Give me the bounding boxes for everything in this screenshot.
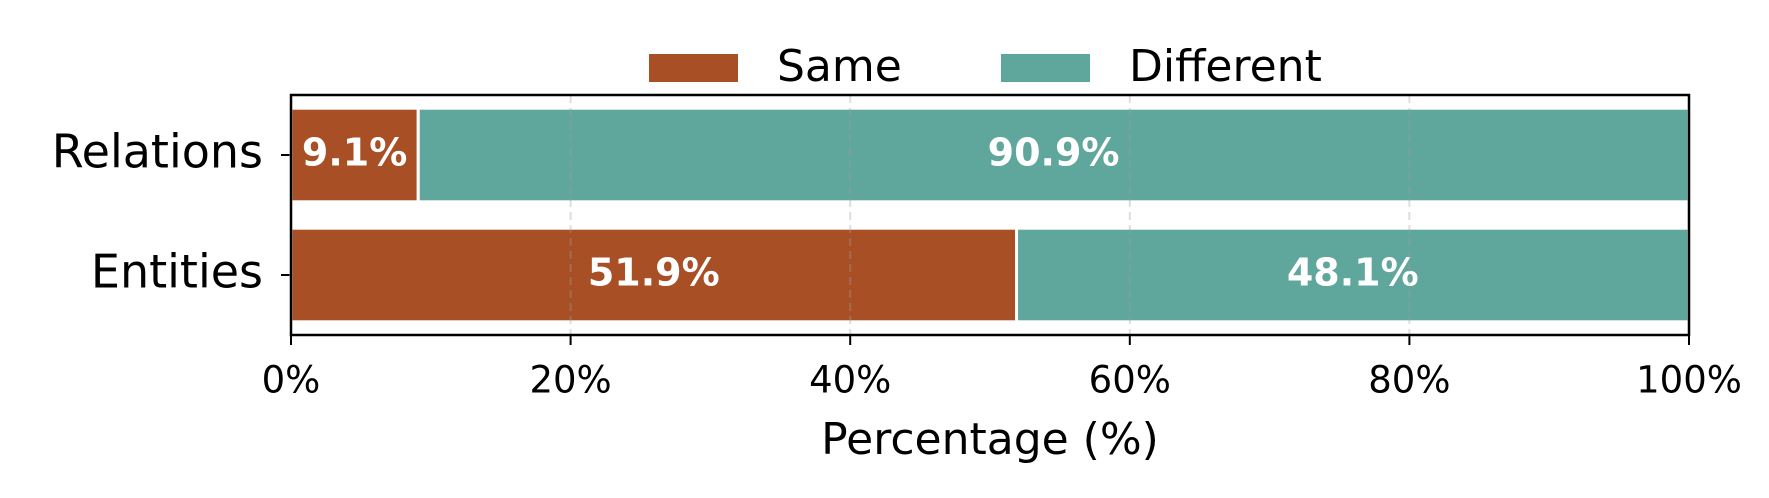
- bar-segment: [416, 106, 1691, 204]
- plot-frame: [289, 93, 1691, 337]
- value-label: 90.9%: [988, 131, 1120, 175]
- x-tick-label: 60%: [1089, 359, 1171, 402]
- y-tick-label: Entities: [91, 245, 263, 299]
- legend-label: Different: [1129, 41, 1322, 92]
- y-tick-label: Relations: [52, 125, 263, 179]
- value-label: 48.1%: [1287, 251, 1419, 295]
- x-axis-label: Percentage (%): [821, 414, 1159, 465]
- x-tick-label: 80%: [1368, 359, 1450, 402]
- x-tick-label: 40%: [809, 359, 891, 402]
- value-label: 51.9%: [588, 251, 720, 295]
- legend-swatch: [649, 54, 738, 82]
- x-tick-label: 100%: [1636, 359, 1742, 402]
- legend-swatch: [1001, 54, 1090, 82]
- value-label: 9.1%: [302, 131, 407, 175]
- x-tick-label: 20%: [529, 359, 611, 402]
- x-tick-label: 0%: [262, 359, 321, 402]
- bar-segment: [1015, 226, 1691, 324]
- legend-label: Same: [777, 41, 902, 92]
